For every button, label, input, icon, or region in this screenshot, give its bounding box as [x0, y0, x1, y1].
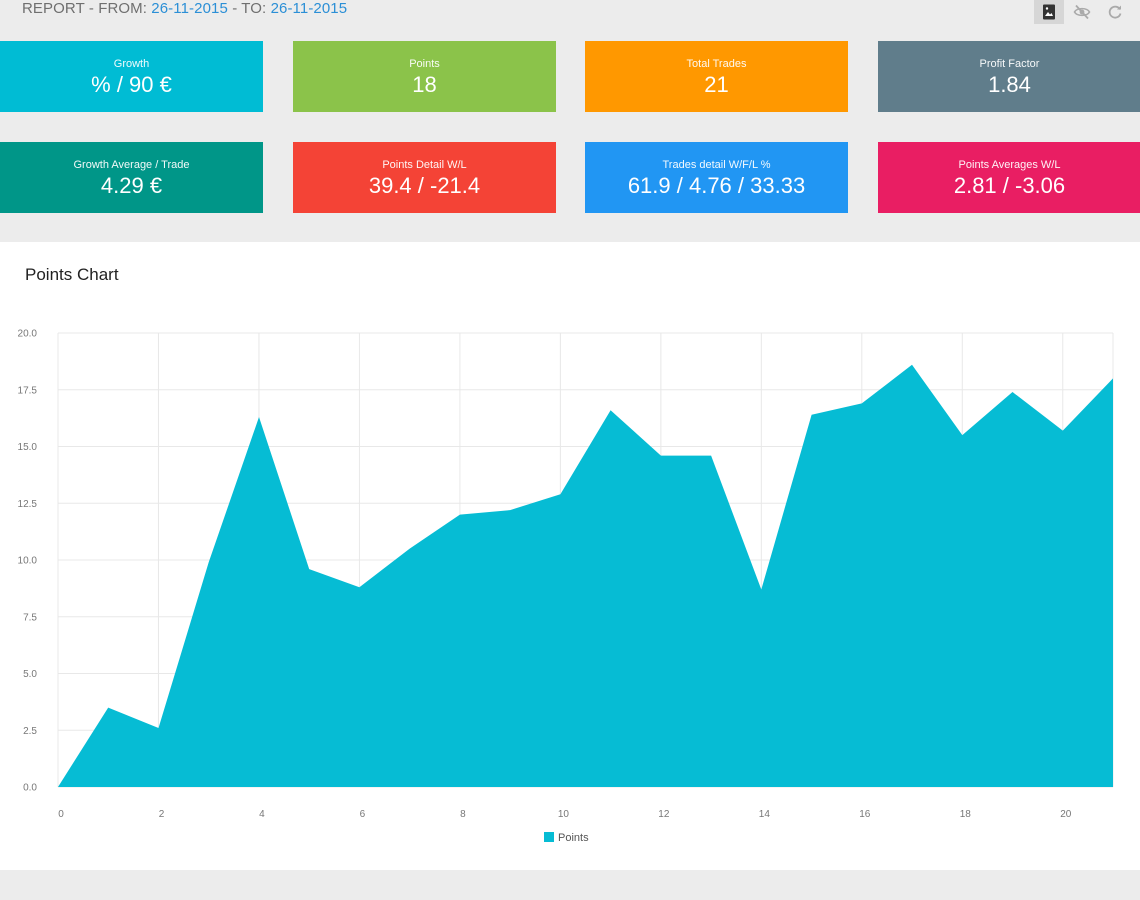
growth-average-card: Growth Average / Trade 4.29 €	[0, 142, 263, 213]
refresh-button[interactable]	[1100, 0, 1130, 24]
image-icon	[1043, 4, 1055, 20]
x-tick-label: 16	[859, 809, 871, 820]
total-trades-card: Total Trades 21	[585, 41, 848, 112]
y-tick-label: 17.5	[18, 385, 38, 396]
card-value: 1.84	[988, 72, 1031, 97]
growth-card: Growth % / 90 €	[0, 41, 263, 112]
y-tick-label: 15.0	[18, 442, 38, 453]
card-label: Profit Factor	[979, 58, 1040, 70]
x-tick-label: 6	[360, 809, 366, 820]
x-tick-label: 0	[58, 809, 64, 820]
profit-factor-card: Profit Factor 1.84	[878, 41, 1140, 112]
card-label: Points Averages W/L	[958, 159, 1061, 171]
refresh-icon	[1108, 5, 1122, 19]
card-label: Growth	[113, 58, 150, 70]
card-label: Trades detail W/F/L %	[662, 159, 771, 171]
report-separator: - TO:	[227, 0, 271, 17]
legend-label: Points	[558, 832, 589, 844]
y-tick-label: 12.5	[18, 499, 38, 510]
trades-detail-card: Trades detail W/F/L % 61.9 / 4.76 / 33.3…	[585, 142, 848, 213]
points-chart-panel: 0.0 2.5 5.0 7.5 10.0 12.5 15.0 17.5 20.0 0 2 4 6 8 10 1…	[0, 242, 1140, 870]
card-label: Points	[409, 58, 440, 70]
points-card: Points 18	[293, 41, 556, 112]
x-tick-label: 8	[460, 809, 466, 820]
to-date-link[interactable]: 26-11-2015	[270, 0, 348, 17]
legend-swatch	[544, 832, 554, 842]
points-averages-card: Points Averages W/L 2.81 / -3.06	[878, 142, 1140, 213]
from-date-link[interactable]: 26-11-2015	[151, 0, 228, 17]
card-value: 61.9 / 4.76 / 33.33	[627, 173, 806, 198]
y-tick-label: 7.5	[23, 612, 37, 623]
card-label: Total Trades	[686, 58, 747, 70]
report-header: REPORT - FROM: 26-11-2015 - TO: 26-11-20…	[0, 0, 1140, 24]
series-area-points	[58, 364, 1113, 787]
eye-off-icon	[1073, 4, 1091, 20]
x-tick-label: 14	[759, 809, 771, 820]
card-value: 21	[704, 72, 729, 97]
y-tick-label: 2.5	[23, 726, 37, 737]
chart-title: Points Chart	[25, 265, 119, 284]
y-tick-label: 20.0	[18, 329, 38, 340]
x-tick-label: 2	[159, 809, 165, 820]
card-value: % / 90 €	[91, 72, 172, 97]
x-tick-label: 12	[658, 809, 670, 820]
x-tick-label: 18	[960, 809, 972, 820]
card-value: 4.29 €	[100, 173, 163, 198]
card-value: 39.4 / -21.4	[368, 173, 481, 198]
hide-button[interactable]	[1067, 0, 1097, 24]
y-tick-label: 10.0	[18, 556, 38, 567]
points-chart: 0.0 2.5 5.0 7.5 10.0 12.5 15.0 17.5 20.0 0 2 4 6 8 10 1…	[18, 329, 1114, 844]
points-detail-card: Points Detail W/L 39.4 / -21.4	[293, 142, 556, 213]
card-label: Growth Average / Trade	[73, 159, 190, 171]
card-value: 18	[412, 72, 437, 97]
report-prefix: REPORT - FROM:	[22, 0, 152, 17]
card-label: Points Detail W/L	[382, 159, 467, 171]
report-title: REPORT - FROM: 26-11-2015 - TO: 26-11-20…	[22, 0, 347, 17]
toolbar	[1031, 0, 1130, 24]
x-tick-label: 4	[259, 809, 265, 820]
save-image-button[interactable]	[1034, 0, 1064, 24]
y-tick-label: 5.0	[23, 669, 37, 680]
card-value: 2.81 / -3.06	[953, 173, 1066, 198]
x-tick-label: 10	[558, 809, 570, 820]
y-tick-label: 0.0	[23, 783, 37, 794]
x-tick-label: 20	[1060, 809, 1072, 820]
